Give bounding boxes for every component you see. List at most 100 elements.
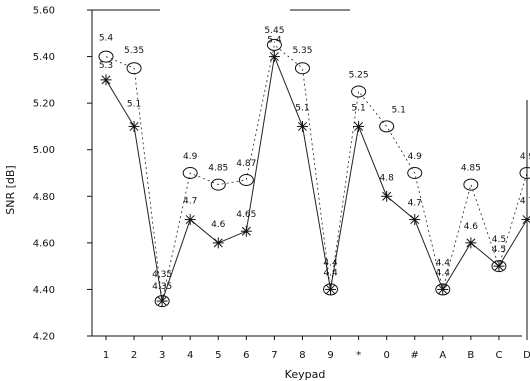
data-label: 4.9	[520, 152, 530, 162]
circle-marker	[182, 167, 198, 179]
data-label: 5.1	[351, 103, 365, 113]
data-label: 4.7	[520, 197, 530, 207]
data-label: 4.8	[380, 173, 395, 183]
star-marker	[268, 51, 280, 63]
data-label: 4.65	[236, 210, 256, 220]
data-label: 4.6	[211, 220, 226, 230]
star-stroke	[382, 191, 392, 201]
x-axis-label: Keypad	[285, 368, 326, 381]
data-label: 4.85	[208, 164, 228, 174]
circle-marker	[407, 167, 423, 179]
data-label: 4.4	[323, 268, 338, 278]
data-label: 4.87	[236, 159, 256, 169]
circle-marker	[126, 62, 142, 75]
data-label: 5.4	[99, 34, 114, 44]
x-tick-label: 5	[215, 350, 221, 361]
star-marker	[353, 120, 365, 132]
star-marker	[100, 74, 112, 86]
y-axis: 4.20 4.40 4.60 4.80 5.00 5.20 5.40 5.60	[33, 6, 92, 343]
star-marker	[184, 214, 196, 226]
x-tick-label: 4	[187, 350, 193, 361]
data-label: 4.5	[492, 245, 506, 255]
data-label: 4.9	[408, 152, 423, 162]
series-lines	[105, 44, 528, 302]
circle-marker	[98, 50, 114, 63]
data-label: 5.35	[124, 46, 144, 56]
data-label: 5.1	[295, 103, 309, 113]
data-label: 4.7	[408, 199, 422, 209]
data-label: 5.4	[267, 36, 282, 46]
star-marker	[381, 190, 393, 202]
star-stroke	[129, 121, 139, 131]
data-label: 4.4	[323, 258, 338, 268]
star-stroke	[297, 121, 307, 131]
star-marker	[325, 283, 337, 295]
data-label: 5.1	[392, 105, 406, 115]
data-label: 4.35	[152, 270, 172, 280]
data-label: 5.1	[127, 99, 141, 109]
circle-marker	[491, 260, 507, 273]
x-tick-label: 8	[299, 350, 305, 361]
star-stroke	[241, 226, 251, 236]
data-label: 4.4	[436, 258, 451, 268]
star-stroke	[269, 52, 279, 62]
x-tick-label: #	[411, 350, 419, 361]
y-tick-label: 5.00	[33, 145, 55, 156]
x-tick-label: C	[495, 350, 502, 361]
star-stroke	[466, 238, 476, 248]
x-tick-label: D	[523, 350, 530, 361]
x-tick-label: 7	[271, 350, 277, 361]
y-tick-label: 4.60	[33, 238, 55, 249]
star-stroke	[438, 284, 448, 294]
data-label: 5.35	[292, 46, 312, 56]
data-label: 4.85	[461, 164, 481, 174]
circle-marker	[519, 167, 530, 179]
circle-marker	[210, 178, 226, 191]
x-tick-label: 0	[383, 350, 389, 361]
star-marker	[437, 283, 449, 295]
star-stroke	[157, 296, 167, 306]
star-marker	[240, 225, 252, 237]
x-tick-label: 2	[131, 350, 137, 361]
data-label: 5.45	[264, 26, 284, 36]
y-tick-label: 5.20	[33, 99, 55, 110]
x-tick-label: A	[439, 350, 446, 361]
data-labels: 5.3 5.1 4.35 4.7 4.6 4.65 5.4 5.1 4.4 5.1 4.8 4.7 4.…	[99, 26, 530, 292]
circle-marker	[463, 178, 479, 191]
star-marker	[128, 120, 140, 132]
star-marker	[493, 260, 505, 272]
y-tick-label: 4.80	[33, 192, 55, 203]
star-marker	[296, 120, 308, 132]
data-label: 4.7	[183, 197, 197, 207]
series-markers	[98, 38, 530, 308]
data-label: 4.9	[183, 152, 198, 162]
star-stroke	[326, 284, 336, 294]
x-tick-label: B	[467, 350, 474, 361]
x-tick-label: 1	[103, 350, 109, 361]
star-marker	[465, 237, 477, 249]
data-label: 5.25	[349, 71, 369, 81]
data-label: 4.35	[152, 282, 172, 292]
circle-marker	[266, 38, 282, 51]
y-tick-label: 4.20	[33, 332, 55, 343]
star-stroke	[213, 238, 223, 248]
circle-marker	[294, 62, 310, 75]
star-stroke	[185, 215, 195, 225]
star-marker	[521, 214, 530, 226]
x-tick-label: 3	[159, 350, 165, 361]
x-tick-label: 9	[327, 350, 333, 361]
circle-marker	[238, 173, 254, 186]
series-line-circle	[105, 44, 528, 302]
circle-marker	[323, 283, 339, 296]
data-label: 4.4	[436, 268, 451, 278]
circle-marker	[154, 295, 170, 308]
circle-marker	[351, 85, 367, 98]
series-line-star	[105, 54, 528, 302]
y-tick-label: 5.40	[33, 52, 55, 63]
circle-marker	[379, 120, 395, 133]
star-marker	[156, 295, 168, 307]
star-stroke	[410, 215, 420, 225]
star-marker	[212, 237, 224, 249]
y-tick-label: 5.60	[33, 6, 55, 17]
